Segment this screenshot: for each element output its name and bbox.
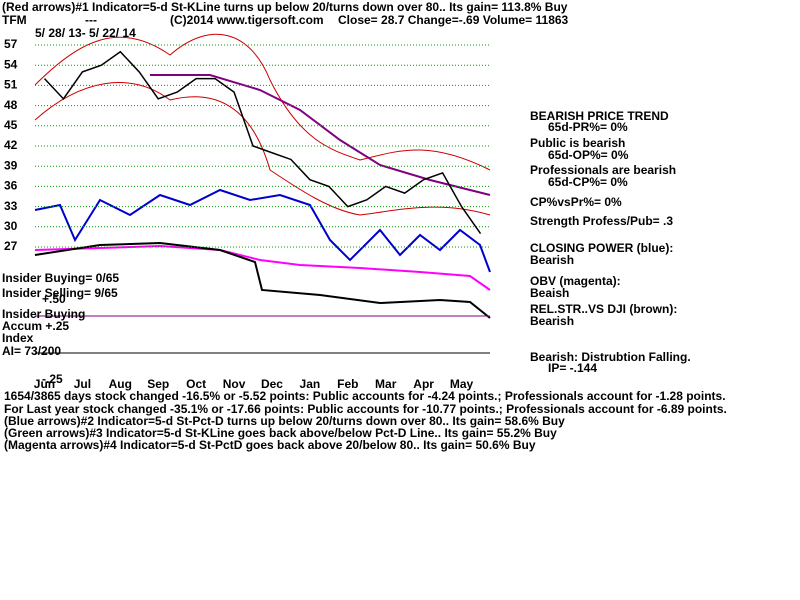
annotation: OBV (magenta): xyxy=(530,274,621,288)
annotation: Beaish xyxy=(530,286,569,300)
x-tick-label: Oct xyxy=(186,377,206,391)
annotation: Public is bearish xyxy=(530,136,625,150)
y-tick-label: 48 xyxy=(4,98,18,112)
annotation: IP= -.144 xyxy=(548,361,597,375)
y-tick-label: 27 xyxy=(4,239,18,253)
annotation: Strength Profess/Pub= .3 xyxy=(530,214,673,228)
annotation: 65d-CP%= 0% xyxy=(548,175,628,189)
x-tick-label: Nov xyxy=(223,377,246,391)
annotation: AI= 73/200 xyxy=(2,344,61,358)
annotation: Insider Buying xyxy=(2,307,85,321)
annotation: REL.STR..VS DJI (brown): xyxy=(530,302,677,316)
annotation: Professionals are bearish xyxy=(530,163,676,177)
x-tick-label: Jun xyxy=(34,377,55,391)
annotation: For Last year stock changed -35.1% or -1… xyxy=(4,402,727,416)
annotation: (Magenta arrows)#4 Indicator=5-d St-PctD… xyxy=(4,438,536,452)
annotation: Index xyxy=(2,331,34,345)
obv xyxy=(34,244,491,291)
annotation: Insider Buying= 0/65 xyxy=(2,271,119,285)
y-tick-label: 42 xyxy=(4,138,18,152)
annotation: --- xyxy=(85,13,97,27)
x-tick-label: Jul xyxy=(74,377,91,391)
x-tick-label: Feb xyxy=(337,377,358,391)
y-tick-label: 51 xyxy=(4,78,18,92)
annotation: BEARISH PRICE TREND xyxy=(530,109,669,123)
annotation: (Red arrows)#1 Indicator=5-d St-KLine tu… xyxy=(2,0,568,14)
annotation: Bearish: Distrubtion Falling. xyxy=(530,350,691,364)
annotation: (C)2014 www.tigersoft.com xyxy=(170,13,324,27)
annotation: +.50 xyxy=(42,292,66,306)
annotation: 65d-OP%= 0% xyxy=(548,148,629,162)
annotation: (Green arrows)#3 Indicator=5-d St-KLine … xyxy=(4,426,557,440)
y-tick-label: 39 xyxy=(4,158,18,172)
y-tick-label: 54 xyxy=(4,57,18,71)
annotation: CLOSING POWER (blue): xyxy=(530,241,673,255)
moving-average xyxy=(150,74,491,196)
annotation: Accum +.25 xyxy=(2,319,69,333)
x-tick-label: May xyxy=(450,377,474,391)
y-tick-label: 30 xyxy=(4,219,18,233)
annotation: 5/ 28/ 13- 5/ 22/ 14 xyxy=(35,26,136,40)
upper-band xyxy=(34,33,491,171)
x-tick-label: Mar xyxy=(375,377,397,391)
lower-band xyxy=(34,82,491,216)
closing-power xyxy=(34,188,491,273)
x-tick-label: Jan xyxy=(300,377,321,391)
annotation: Bearish xyxy=(530,253,574,267)
annotation: CP%vsPr%= 0% xyxy=(530,195,622,209)
x-tick-label: Aug xyxy=(109,377,132,391)
x-tick-label: Dec xyxy=(261,377,283,391)
y-tick-label: 45 xyxy=(4,118,18,132)
annotation: Close= 28.7 Change=-.69 Volume= 11863 xyxy=(338,13,569,27)
annotation: 1654/3865 days stock changed -16.5% or -… xyxy=(4,389,726,403)
x-tick-label: Sep xyxy=(147,377,169,391)
y-tick-label: 36 xyxy=(4,179,18,193)
x-tick-label: Apr xyxy=(413,377,434,391)
rel-strength xyxy=(34,241,491,319)
price-line xyxy=(43,50,482,234)
y-tick-label: 57 xyxy=(4,37,18,51)
annotation: -.25 xyxy=(42,372,63,386)
annotation: Bearish xyxy=(530,314,574,328)
y-tick-label: 33 xyxy=(4,199,18,213)
annotation: TFM xyxy=(2,13,27,27)
annotation: 65d-PR%= 0% xyxy=(548,120,628,134)
annotation: Insider Selling= 9/65 xyxy=(2,286,118,300)
annotation: (Blue arrows)#2 Indicator=5-d St-Pct-D t… xyxy=(4,414,565,428)
